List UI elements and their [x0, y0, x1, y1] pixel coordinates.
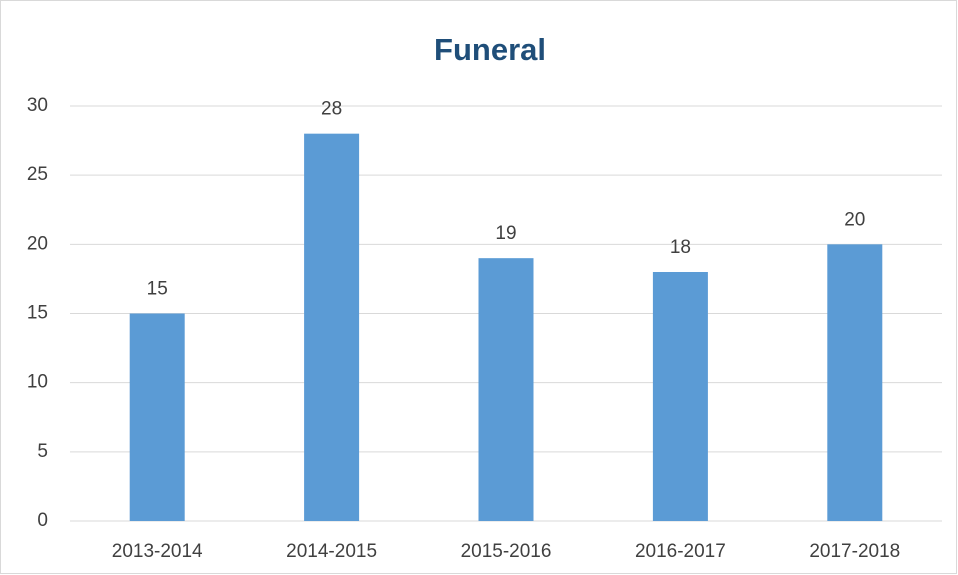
bar — [478, 258, 534, 521]
y-tick-label: 5 — [37, 441, 48, 462]
bar — [129, 313, 185, 521]
x-tick-label: 2016-2017 — [635, 541, 726, 562]
bar — [304, 133, 360, 521]
chart-title: Funeral — [434, 32, 546, 67]
data-label: 20 — [844, 209, 865, 230]
x-tick-label: 2014-2015 — [286, 541, 377, 562]
data-label: 15 — [147, 279, 168, 300]
x-tick-label: 2015-2016 — [461, 541, 552, 562]
x-tick-label: 2013-2014 — [112, 541, 203, 562]
data-label: 19 — [495, 223, 516, 244]
bar — [652, 272, 708, 521]
x-tick-label: 2017-2018 — [809, 541, 900, 562]
y-tick-label: 0 — [37, 510, 48, 531]
bar — [827, 244, 883, 522]
y-tick-label: 25 — [27, 164, 48, 185]
y-tick-label: 10 — [27, 372, 48, 393]
data-label: 18 — [670, 237, 691, 258]
y-tick-label: 30 — [27, 95, 48, 116]
y-tick-label: 15 — [27, 303, 48, 324]
y-tick-label: 20 — [27, 233, 48, 254]
data-label: 28 — [321, 99, 342, 120]
